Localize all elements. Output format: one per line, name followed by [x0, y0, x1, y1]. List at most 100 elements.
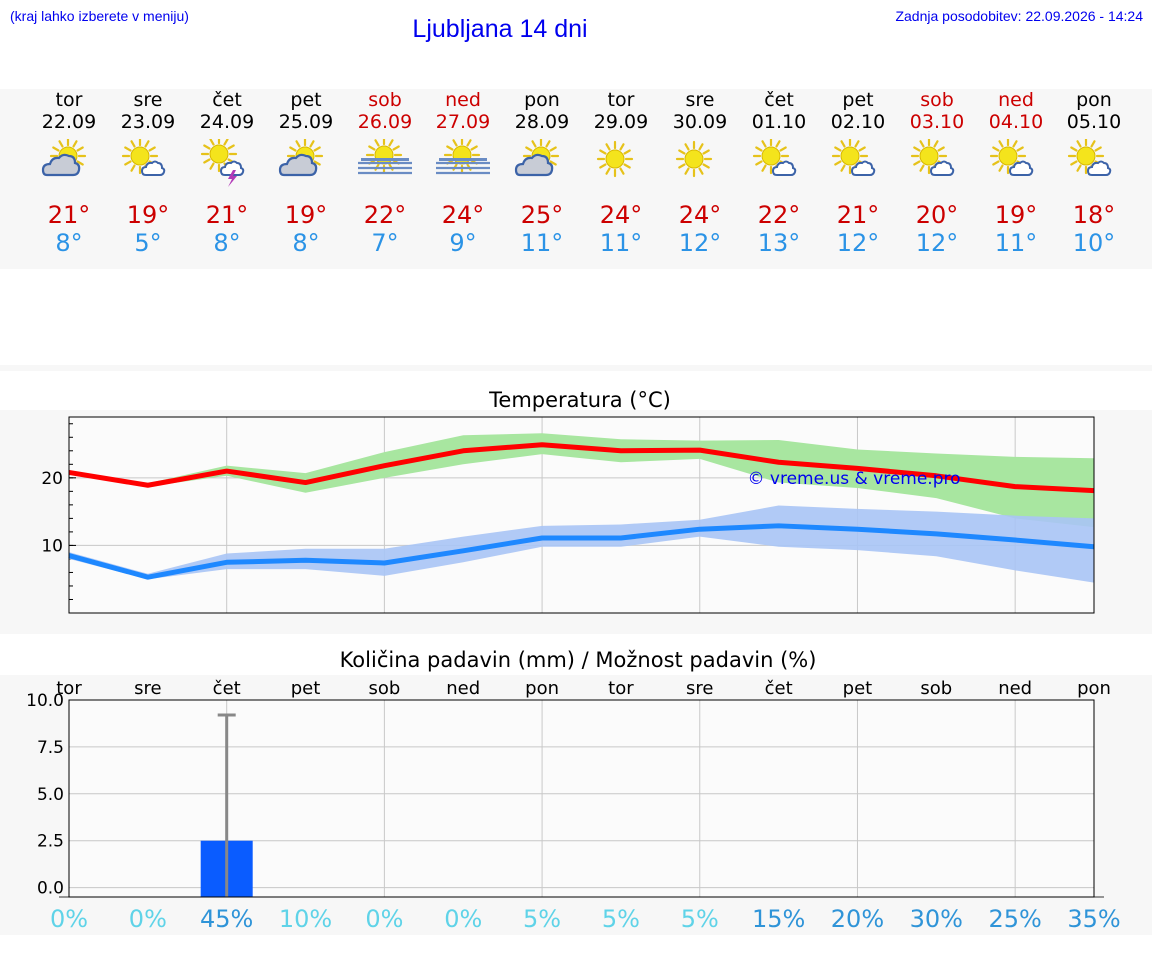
sun-cloud-icon [278, 139, 324, 177]
day-name: ned [998, 89, 1034, 111]
max-temperature-line [68, 442, 1095, 494]
day-name: sre [685, 89, 715, 111]
min-temperature: 11° [599, 229, 643, 257]
day-name: pet [290, 89, 322, 111]
x-category-label: pon [525, 678, 559, 699]
day-column: ned 27.09 24° 9° [424, 89, 502, 257]
day-date: 29.09 [593, 111, 649, 133]
max-temperature: 19° [994, 201, 1038, 229]
min-temperature: 9° [449, 229, 477, 257]
sun-small-cloud-icon [989, 139, 1034, 176]
x-category-label: pet [843, 678, 873, 699]
day-column: sob 26.09 22° 7° [346, 89, 424, 257]
sun-fog-icon [436, 139, 490, 175]
day-column: čet 24.09 21° 8° [188, 89, 266, 257]
precipitation-probability-label: 10% [279, 905, 332, 933]
temperature-plot-frame [68, 416, 1095, 614]
x-category-label: čet [765, 678, 793, 699]
precipitation-probability-label: 5% [681, 905, 719, 933]
sun-small-cloud-icon [1067, 139, 1112, 176]
y-tick-label: 2.5 [37, 832, 64, 852]
x-category-label: tor [608, 678, 634, 699]
day-column: pon 05.10 18° 10° [1055, 89, 1133, 257]
section-divider [0, 365, 1152, 371]
day-column: pet 25.09 19° 8° [267, 89, 345, 257]
page-title-text: Ljubljana 14 dni [412, 15, 588, 43]
page-title: Ljubljana 14 dni [0, 15, 1000, 44]
x-category-label: tor [56, 678, 82, 699]
day-column: pon 28.09 25° 11° [503, 89, 581, 257]
day-name: pon [1076, 89, 1112, 111]
min-temperature: 13° [757, 229, 801, 257]
min-temperature: 11° [520, 229, 564, 257]
day-date: 28.09 [514, 111, 570, 133]
precipitation-probability-label: 0% [129, 905, 167, 933]
precipitation-probability-label: 25% [988, 905, 1041, 933]
last-updated: Zadnja posodobitev: 22.09.2026 - 14:24 [895, 8, 1143, 24]
day-name: čet [764, 89, 794, 111]
daily-forecast-strip: tor 22.09 21° 8° sre 23.09 19° 5° čet 24.09 21° 8° p… [0, 89, 1152, 269]
min-temperature-line [68, 523, 1095, 580]
x-category-label: ned [998, 678, 1032, 699]
x-category-label: sre [134, 678, 161, 699]
min-temperature: 12° [836, 229, 880, 257]
day-name: pon [524, 89, 560, 111]
location-hint: (kraj lahko izberete v meniju) [10, 8, 189, 24]
day-date: 24.09 [199, 111, 255, 133]
max-temperature: 25° [520, 201, 564, 229]
precipitation-probability-label: 30% [910, 905, 963, 933]
day-date: 23.09 [120, 111, 176, 133]
sun-icon [675, 140, 713, 178]
y-tick-label: 10.0 [26, 691, 64, 711]
min-temperature: 8° [292, 229, 320, 257]
x-category-label: sob [368, 678, 400, 699]
day-column: pet 02.10 21° 12° [819, 89, 897, 257]
sun-fog-icon [358, 139, 412, 175]
sun-small-cloud-icon [752, 139, 797, 176]
day-column: tor 22.09 21° 8° [30, 89, 108, 257]
min-temperature: 12° [915, 229, 959, 257]
day-column: sob 03.10 20° 12° [898, 89, 976, 257]
precipitation-probability-label: 0% [50, 905, 88, 933]
day-date: 01.10 [751, 111, 807, 133]
day-date: 27.09 [435, 111, 491, 133]
min-temperature: 7° [371, 229, 399, 257]
day-date: 30.09 [672, 111, 728, 133]
day-date: 03.10 [909, 111, 965, 133]
precipitation-probability-label: 0% [365, 905, 403, 933]
precipitation-probability-label: 5% [523, 905, 561, 933]
max-temperature: 22° [363, 201, 407, 229]
max-temperature: 19° [126, 201, 170, 229]
day-column: tor 29.09 24° 11° [582, 89, 660, 257]
precipitation-probability-label: 0% [444, 905, 482, 933]
max-temperature: 20° [915, 201, 959, 229]
sun-cloud-icon [514, 139, 560, 177]
y-tick-label: 10 [41, 536, 63, 556]
sun-cloud-icon [41, 139, 87, 177]
temperature-chart-title: Temperatura (°C) [489, 388, 671, 412]
x-category-label: pon [1077, 678, 1111, 699]
min-temperature: 10° [1072, 229, 1116, 257]
max-temperature: 18° [1072, 201, 1116, 229]
sun-icon [596, 140, 634, 178]
day-name: sob [368, 89, 402, 111]
sun-thunder-icon [200, 139, 245, 187]
day-column: ned 04.10 19° 11° [977, 89, 1055, 257]
x-category-label: sre [686, 678, 713, 699]
sun-small-cloud-icon [831, 139, 876, 176]
x-category-label: sob [920, 678, 952, 699]
min-temperature: 12° [678, 229, 722, 257]
max-temperature: 24° [441, 201, 485, 229]
day-column: čet 01.10 22° 13° [740, 89, 818, 257]
precipitation-plot-frame [68, 699, 1095, 898]
max-temperature: 21° [836, 201, 880, 229]
day-column: sre 23.09 19° 5° [109, 89, 187, 257]
max-temperature: 21° [205, 201, 249, 229]
precipitation-probability-label: 20% [831, 905, 884, 933]
precipitation-probability-label: 45% [200, 905, 253, 933]
day-name: sob [920, 89, 954, 111]
max-temperature: 19° [284, 201, 328, 229]
sun-small-cloud-icon [910, 139, 955, 176]
max-temperature-range-band [69, 433, 1094, 528]
max-temperature: 21° [47, 201, 91, 229]
